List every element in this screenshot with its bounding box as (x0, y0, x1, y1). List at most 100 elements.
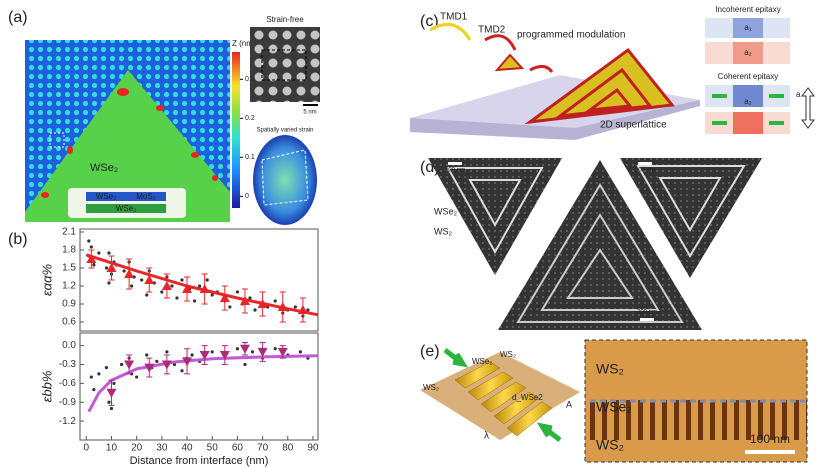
colorbar-tick-label: 0.2 (245, 115, 255, 122)
y-tick-label: -1.2 (59, 416, 77, 427)
data-point (92, 263, 96, 267)
unit-cell (261, 49, 307, 81)
data-point (180, 278, 184, 282)
data-point (107, 281, 111, 285)
superlattice-ring (584, 87, 633, 113)
y-axis-label: εbb% (39, 371, 54, 403)
wse2-region (25, 70, 230, 222)
x-tick-label: 80 (282, 443, 294, 454)
panel-label: (b) (8, 231, 28, 248)
data-point (306, 308, 310, 312)
strain-free-image (250, 27, 320, 102)
strain-map (253, 135, 317, 225)
label: Incoherent epitaxy (715, 5, 780, 14)
marker (199, 351, 210, 361)
fit-line (85, 253, 319, 317)
x-tick-label: 20 (131, 443, 143, 454)
panel-label: (c) (420, 13, 439, 30)
data-point (248, 296, 252, 300)
marker (124, 269, 135, 278)
label: 2D superlattice (600, 120, 667, 131)
data-point (243, 362, 247, 367)
ring (516, 183, 684, 323)
x-tick-label: 70 (257, 443, 269, 454)
data-point (109, 406, 114, 411)
marker (257, 299, 268, 308)
data-point (92, 388, 96, 392)
label: TMD2 (478, 25, 506, 36)
arrow (801, 87, 815, 129)
label: WS₂ (434, 226, 452, 236)
data-point (192, 299, 197, 303)
y-tick-label: -0.6 (59, 378, 77, 389)
x-axis-label: Distance from interface (nm) (130, 455, 269, 467)
data-point (97, 372, 101, 376)
x-tick-label: 0 (84, 443, 90, 454)
x-tick-label: 50 (207, 443, 219, 454)
arrow (429, 22, 472, 41)
data-point (119, 362, 124, 367)
data-point (104, 366, 109, 370)
seed (494, 53, 525, 72)
arrow (536, 422, 562, 442)
y-tick-label: 2.1 (62, 227, 76, 238)
label: WS₂ (596, 361, 624, 377)
data-point (107, 400, 111, 404)
mos2-layer (126, 192, 166, 201)
data-point (273, 299, 277, 303)
data-point (205, 278, 209, 282)
marker (182, 284, 193, 293)
data-point (104, 266, 109, 270)
ring (636, 165, 746, 258)
label: WS₂ (596, 437, 624, 453)
y-tick-label: 1.5 (62, 263, 76, 274)
marker (106, 388, 117, 398)
marker (86, 254, 97, 263)
y-tick-label: 1.2 (62, 281, 76, 292)
data-point (210, 350, 214, 354)
x-tick-label: 60 (232, 443, 244, 454)
data-point (198, 284, 202, 288)
scale-label: 100 nm (750, 432, 790, 446)
y-axis-label: εαα% (39, 264, 54, 296)
label: Coherent epitaxy (718, 72, 778, 81)
marker (277, 302, 288, 311)
data-point (172, 362, 177, 367)
marker (277, 347, 288, 357)
colorbar-tick-label: 0.1 (245, 154, 255, 161)
data-point (155, 359, 159, 363)
ring (468, 179, 522, 228)
marker (219, 293, 230, 302)
marker (219, 351, 230, 361)
substrate-edge (410, 100, 700, 140)
x-tick-label: 40 (181, 443, 193, 454)
colorbar-title: Z (nm) (232, 39, 256, 48)
scale-label: 5 nm (303, 110, 316, 116)
marker (239, 344, 250, 354)
defects (41, 88, 218, 198)
arrow (529, 65, 554, 73)
label: λ (484, 431, 489, 442)
scale-bar (745, 450, 795, 454)
label: a₁ (744, 23, 751, 32)
data-point (175, 296, 179, 300)
colorbar-tick-label: 0.3 (245, 76, 255, 83)
layer-label: WSe₂ (116, 204, 136, 213)
data-point (273, 347, 277, 351)
flake (428, 158, 562, 275)
marker (199, 284, 210, 293)
flake (498, 160, 702, 330)
label: programmed modulation (517, 30, 625, 41)
y-tick-label: 0.0 (62, 340, 76, 351)
data-point (140, 278, 144, 282)
fit-line (87, 354, 319, 413)
scale-label: 200 nm (637, 310, 657, 316)
marker (124, 360, 135, 370)
marker (182, 357, 193, 367)
y-tick-label: 1.8 (62, 245, 76, 256)
label: WSe₂ (596, 399, 632, 415)
x-tick-label: 30 (156, 443, 168, 454)
scale-bar (640, 318, 654, 321)
arrow (484, 34, 517, 51)
data-point (165, 350, 169, 354)
